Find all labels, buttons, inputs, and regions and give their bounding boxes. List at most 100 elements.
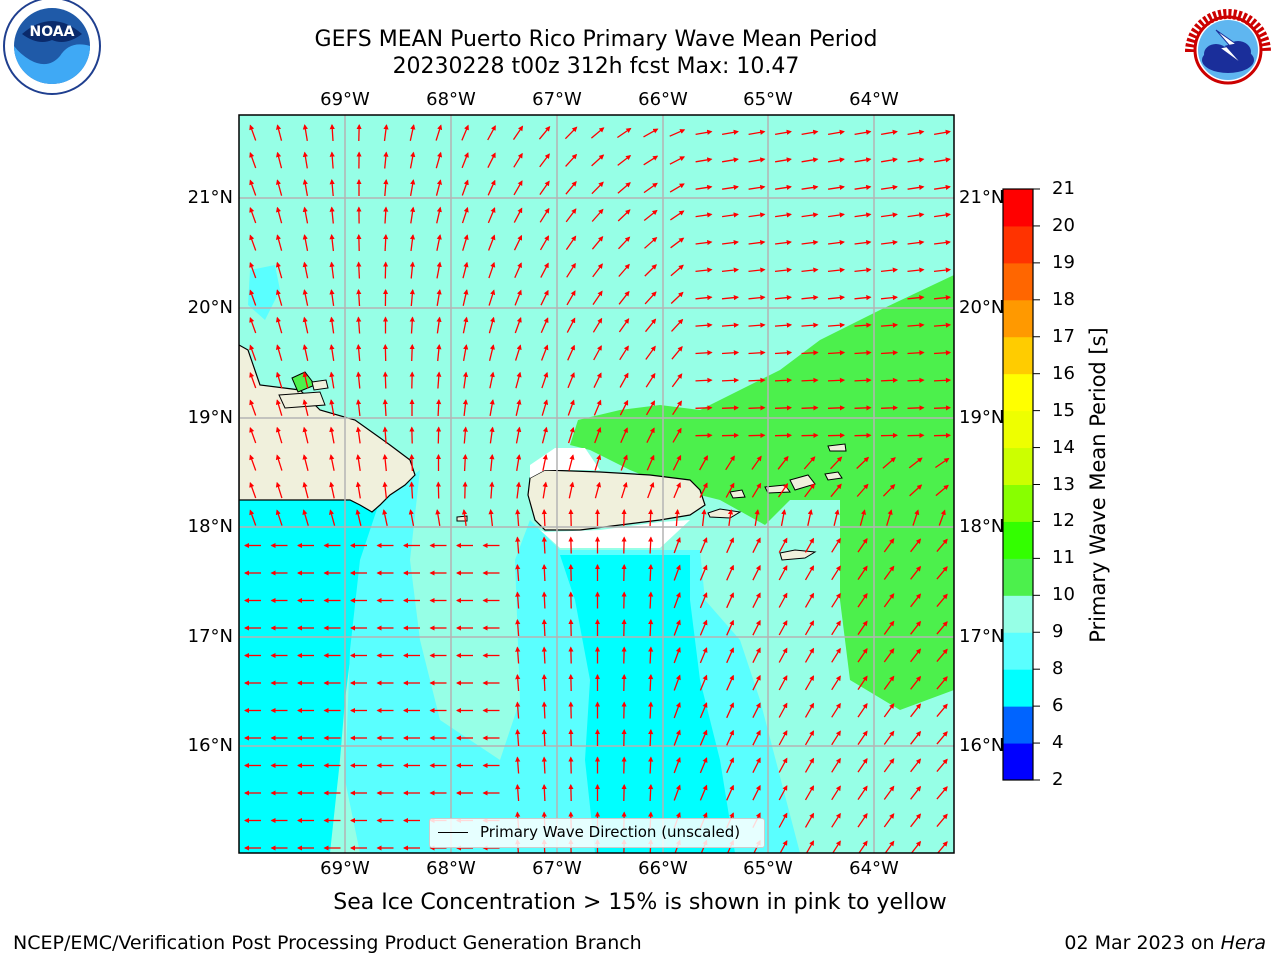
wave-arrow	[568, 454, 575, 471]
lat-label-left: 16°N	[187, 735, 233, 756]
wave-arrow	[778, 620, 788, 636]
wave-arrow	[275, 316, 283, 334]
wave-arrow	[936, 758, 948, 773]
wave-arrow	[487, 125, 496, 141]
wave-arrow	[461, 509, 468, 526]
wave-arrow	[567, 426, 575, 444]
wave-arrow	[907, 239, 925, 246]
chart-title: GEFS MEAN Puerto Rico Primary Wave Mean …	[314, 27, 878, 52]
wave-arrow	[883, 703, 895, 718]
wave-arrow	[780, 509, 787, 527]
wave-arrow	[302, 426, 309, 444]
wave-arrow	[591, 235, 604, 250]
wave-arrow	[249, 124, 257, 141]
wave-arrow	[880, 129, 898, 136]
wave-arrow	[827, 295, 846, 301]
wave-arrow	[620, 454, 628, 471]
wave-arrow	[542, 481, 548, 499]
wave-arrow	[593, 372, 602, 388]
wave-arrow	[487, 234, 496, 251]
wave-arrow	[356, 288, 362, 307]
wave-arrow	[833, 509, 840, 526]
wave-arrow	[383, 124, 389, 141]
wave-arrow	[831, 812, 841, 828]
wave-arrow	[699, 619, 708, 636]
wave-arrow	[910, 593, 922, 608]
wave-arrow	[721, 267, 740, 273]
wave-arrow	[539, 153, 550, 168]
wave-arrow	[830, 483, 842, 498]
wave-arrow	[754, 509, 760, 527]
wave-arrow	[673, 592, 681, 609]
wave-arrow	[302, 454, 309, 471]
lat-label-left: 18°N	[187, 516, 233, 537]
wave-arrow	[912, 509, 920, 526]
colorbar-tick-label: 14	[1052, 436, 1075, 458]
wave-arrow	[804, 675, 815, 691]
wave-arrow	[672, 400, 682, 416]
wave-arrow	[699, 592, 708, 609]
wave-arrow	[461, 152, 469, 169]
wave-arrow	[436, 289, 442, 307]
colorbar-tick-label: 11	[1052, 547, 1075, 569]
wave-arrow	[249, 509, 257, 526]
wave-arrow	[275, 426, 283, 444]
sea-ice-caption: Sea Ice Concentration > 15% is shown in …	[333, 890, 947, 915]
wave-arrow	[936, 593, 948, 608]
colorbar-segment	[1003, 632, 1033, 670]
wave-arrow	[804, 730, 815, 746]
wave-arrow	[669, 156, 686, 165]
colorbar-segment	[1003, 447, 1033, 485]
colorbar-segment	[1003, 373, 1033, 412]
wave-arrow	[778, 730, 788, 746]
wave-arrow	[801, 295, 819, 301]
wave-arrow	[748, 350, 766, 356]
wave-arrow	[302, 179, 309, 197]
colorbar-tick-label: 19	[1052, 251, 1075, 273]
wave-arrow	[883, 675, 895, 690]
wave-arrow	[302, 289, 309, 306]
colorbar-tick-label: 12	[1052, 510, 1075, 532]
wave-arrow	[566, 290, 576, 306]
wave-arrow	[512, 125, 524, 140]
wave-arrow	[275, 261, 283, 279]
wave-arrow	[648, 563, 654, 582]
wave-arrow	[774, 267, 793, 273]
wave-arrow	[302, 151, 308, 169]
wave-arrow	[883, 648, 895, 663]
wave-arrow	[541, 673, 547, 692]
wave-arrow	[275, 179, 283, 196]
wave-arrow	[699, 729, 708, 746]
wave-arrow	[726, 784, 734, 801]
wave-arrow	[774, 322, 793, 328]
wave-arrow	[775, 239, 792, 246]
wave-arrow	[515, 783, 521, 802]
wave-arrow	[695, 184, 713, 190]
wave-arrow	[804, 812, 815, 828]
colorbar-segment	[1003, 706, 1033, 744]
wave-arrow	[275, 371, 283, 389]
wave-arrow	[489, 453, 495, 472]
wave-arrow	[828, 239, 845, 246]
colorbar-tick-label: 20	[1052, 214, 1075, 236]
wave-arrow	[854, 295, 872, 301]
colorbar-segment	[1003, 521, 1033, 559]
wave-arrow	[488, 508, 494, 527]
wave-arrow	[907, 405, 925, 411]
wave-arrow	[910, 538, 922, 553]
wave-arrow	[409, 343, 415, 362]
wave-arrow	[515, 756, 521, 774]
wave-arrow	[801, 405, 819, 411]
wave-arrow	[409, 124, 416, 141]
wave-arrow	[670, 210, 685, 221]
colorbar-segment	[1003, 558, 1033, 596]
wave-arrow	[907, 157, 925, 163]
wave-arrow	[831, 565, 841, 581]
wave-arrow	[592, 317, 603, 333]
wave-arrow	[436, 343, 442, 362]
colorbar-segment	[1003, 669, 1033, 707]
wave-arrow	[752, 757, 761, 773]
wave-arrow	[880, 377, 899, 383]
wave-arrow	[695, 322, 713, 328]
lat-label-right: 21°N	[959, 187, 1005, 208]
